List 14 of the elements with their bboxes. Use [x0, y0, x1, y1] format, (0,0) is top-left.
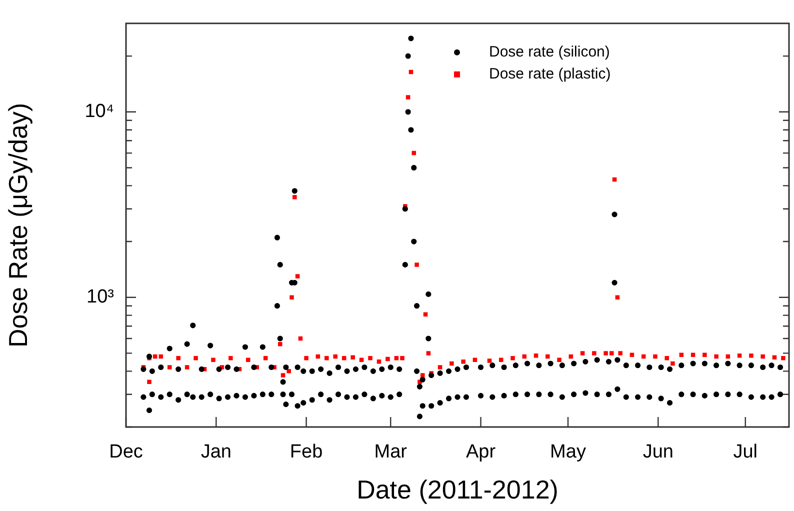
y-tick-label: 10⁴ — [84, 101, 114, 122]
x-tick-label: Jun — [642, 442, 674, 463]
x-tick-label: Jan — [200, 442, 232, 463]
y-tick-label: 10³ — [86, 286, 114, 308]
legend-label: Dose rate (silicon) — [489, 44, 610, 61]
x-tick-label: Apr — [466, 442, 496, 463]
x-axis-title: Date (2011-2012) — [356, 474, 558, 505]
x-tick-label: May — [550, 442, 586, 463]
x-tick-label: Dec — [109, 442, 143, 463]
y-axis-title: Dose Rate (μGy/day) — [2, 102, 33, 348]
x-tick-label: Feb — [290, 442, 323, 463]
x-tick-label: Jul — [733, 442, 758, 463]
x-tick-label: Mar — [374, 442, 408, 463]
legend-label: Dose rate (plastic) — [489, 66, 611, 83]
